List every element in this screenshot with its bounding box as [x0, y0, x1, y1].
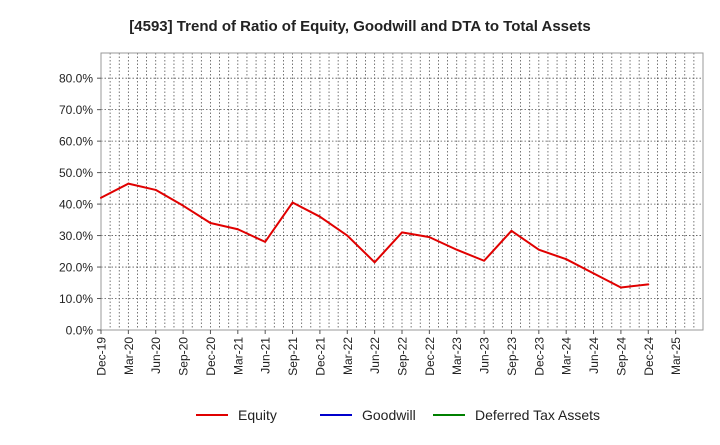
x-tick-label: Mar-23	[450, 337, 464, 375]
data-point	[264, 240, 267, 243]
data-point	[209, 222, 212, 224]
legend-label: Goodwill	[362, 407, 416, 423]
chart-title: [4593] Trend of Ratio of Equity, Goodwil…	[129, 18, 590, 35]
data-point	[182, 204, 184, 207]
data-point	[127, 182, 130, 185]
data-point	[236, 228, 239, 231]
data-point	[401, 231, 403, 234]
data-point	[319, 215, 321, 218]
x-axis: Dec-19 Mar-20 Jun-20 Sep-20 Dec-20 Mar-21 Jun-…	[95, 330, 683, 376]
data-point	[455, 248, 458, 251]
legend: Equity Goodwill Deferred Tax Assets	[196, 407, 600, 423]
data-point	[483, 259, 485, 262]
series-layer	[100, 182, 650, 289]
x-tick-label: Mar-24	[560, 337, 574, 375]
y-tick-label: 0.0%	[66, 324, 94, 338]
x-tick-label: Sep-22	[396, 337, 410, 376]
y-tick-label: 60.0%	[59, 135, 93, 149]
y-tick-label: 20.0%	[59, 261, 93, 275]
data-point	[620, 286, 622, 289]
data-point	[592, 272, 595, 275]
x-tick-label: Sep-23	[505, 337, 519, 376]
x-tick-label: Dec-21	[313, 337, 327, 376]
x-tick-label: Jun-23	[478, 337, 492, 374]
data-point	[537, 248, 540, 251]
data-point	[428, 236, 431, 239]
grid	[100, 53, 704, 331]
x-tick-label: Sep-21	[286, 337, 300, 376]
x-tick-label: Sep-20	[177, 337, 191, 376]
data-point	[154, 189, 157, 191]
x-tick-label: Jun-22	[368, 337, 382, 374]
x-tick-label: Dec-20	[204, 337, 218, 376]
y-tick-label: 70.0%	[59, 103, 93, 117]
x-tick-label: Mar-25	[669, 337, 683, 375]
x-tick-label: Mar-20	[122, 337, 136, 375]
y-tick-label: 40.0%	[59, 198, 93, 212]
x-tick-label: Mar-22	[341, 337, 355, 375]
data-point	[346, 234, 349, 237]
y-tick-label: 80.0%	[59, 72, 93, 86]
y-axis: 0.0% 10.0% 20.0% 30.0% 40.0% 50.0% 60.0% 70.0% 8…	[59, 72, 101, 338]
legend-label: Equity	[238, 407, 277, 423]
x-tick-label: Jun-20	[149, 337, 163, 374]
y-tick-label: 10.0%	[59, 292, 93, 306]
data-point	[647, 283, 650, 286]
y-tick-label: 50.0%	[59, 166, 93, 180]
legend-label: Deferred Tax Assets	[475, 407, 600, 423]
x-tick-label: Jun-21	[259, 337, 273, 374]
x-tick-label: Mar-21	[231, 337, 245, 375]
x-tick-label: Dec-23	[532, 337, 546, 376]
x-tick-label: Sep-24	[614, 337, 628, 376]
data-point	[565, 258, 568, 261]
x-tick-label: Dec-19	[95, 337, 109, 376]
y-tick-label: 30.0%	[59, 229, 93, 243]
data-point	[100, 196, 102, 199]
x-tick-label: Jun-24	[587, 337, 601, 374]
x-tick-label: Dec-24	[642, 337, 656, 376]
data-point	[510, 229, 513, 232]
x-tick-label: Dec-22	[423, 337, 437, 376]
data-point	[373, 261, 376, 264]
data-point	[291, 201, 294, 204]
